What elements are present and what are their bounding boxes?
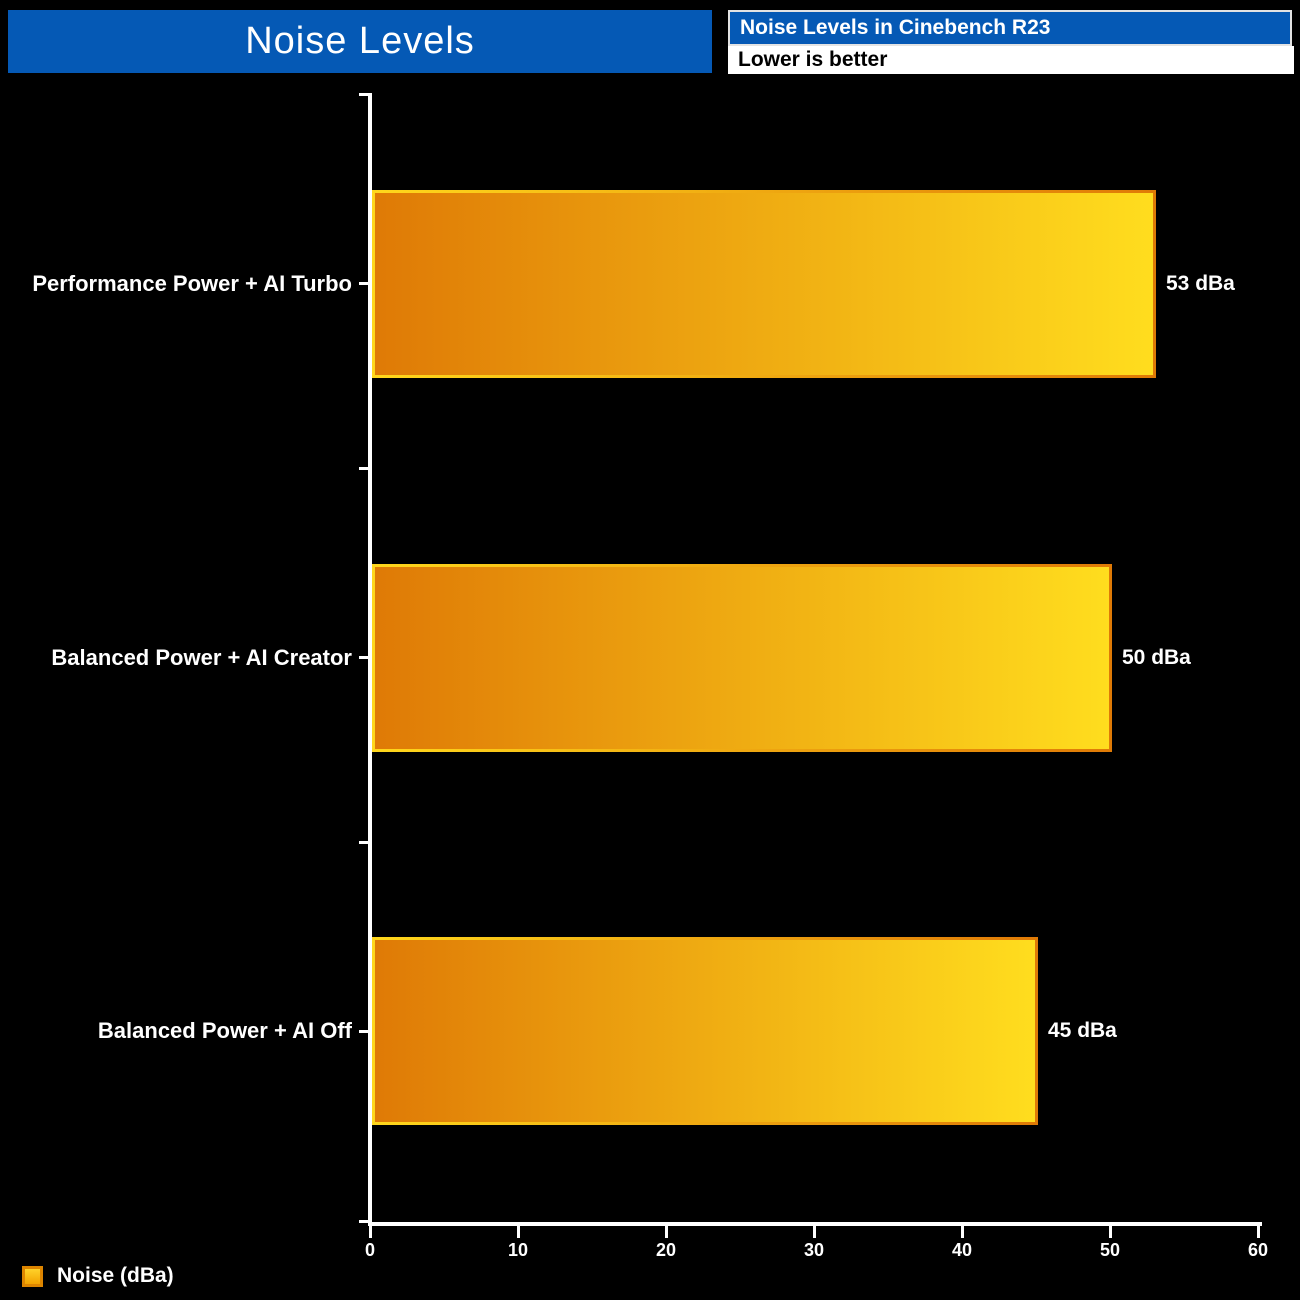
category-label: Balanced Power + AI Off	[97, 1018, 352, 1043]
y-tick-mark	[359, 1220, 369, 1223]
legend-label: Noise (dBa)	[57, 1264, 174, 1287]
bar-balanced-ai-off	[372, 937, 1038, 1125]
bar-row: 45 dBa	[372, 937, 1117, 1125]
y-tick-mark	[359, 467, 369, 470]
legend: Noise (dBa)	[22, 1264, 174, 1288]
page-title: Noise Levels	[245, 20, 475, 62]
category-label: Balanced Power + AI Creator	[51, 645, 352, 670]
x-tick-mark	[960, 1226, 964, 1238]
x-tick-mark	[368, 1226, 372, 1238]
x-tick-label: 40	[951, 1240, 973, 1260]
x-tick-label: 10	[507, 1240, 529, 1260]
note-text: Lower is better	[738, 48, 888, 71]
x-tick-label: 60	[1247, 1240, 1269, 1260]
y-tick-mark	[359, 282, 369, 285]
bar-fill	[375, 940, 1035, 1122]
bar-row: 53 dBa	[372, 190, 1235, 378]
x-tick-label: 20	[655, 1240, 677, 1260]
note-banner: Lower is better	[728, 46, 1294, 74]
x-tick-mark	[1108, 1226, 1112, 1238]
x-tick-mark	[1256, 1226, 1260, 1238]
bar-balanced-ai-creator	[372, 564, 1112, 752]
bar-row: 50 dBa	[372, 564, 1191, 752]
legend-swatch-icon	[22, 1265, 43, 1287]
y-tick-mark	[359, 1030, 369, 1033]
x-tick-label: 30	[803, 1240, 825, 1260]
y-tick-mark	[359, 93, 369, 96]
x-tick-label: 0	[364, 1240, 376, 1260]
category-label: Performance Power + AI Turbo	[32, 271, 352, 296]
subtitle-text: Noise Levels in Cinebench R23	[740, 16, 1051, 39]
bar-value-label: 45 dBa	[1048, 1019, 1117, 1042]
y-tick-mark	[359, 656, 369, 659]
bar-value-label: 53 dBa	[1166, 272, 1235, 295]
chart-title-banner: Noise Levels	[8, 10, 712, 73]
bar-performance-ai-turbo	[372, 190, 1156, 378]
x-axis-line	[368, 1222, 1262, 1226]
x-tick-mark	[664, 1226, 668, 1238]
x-tick-mark	[516, 1226, 520, 1238]
x-tick-label: 50	[1099, 1240, 1121, 1260]
y-tick-mark	[359, 841, 369, 844]
subtitle-banner: Noise Levels in Cinebench R23	[728, 10, 1292, 46]
bar-fill	[375, 567, 1109, 749]
y-axis-line	[368, 93, 372, 1226]
bar-value-label: 50 dBa	[1122, 646, 1191, 669]
bar-fill	[375, 193, 1153, 375]
x-tick-mark	[812, 1226, 816, 1238]
